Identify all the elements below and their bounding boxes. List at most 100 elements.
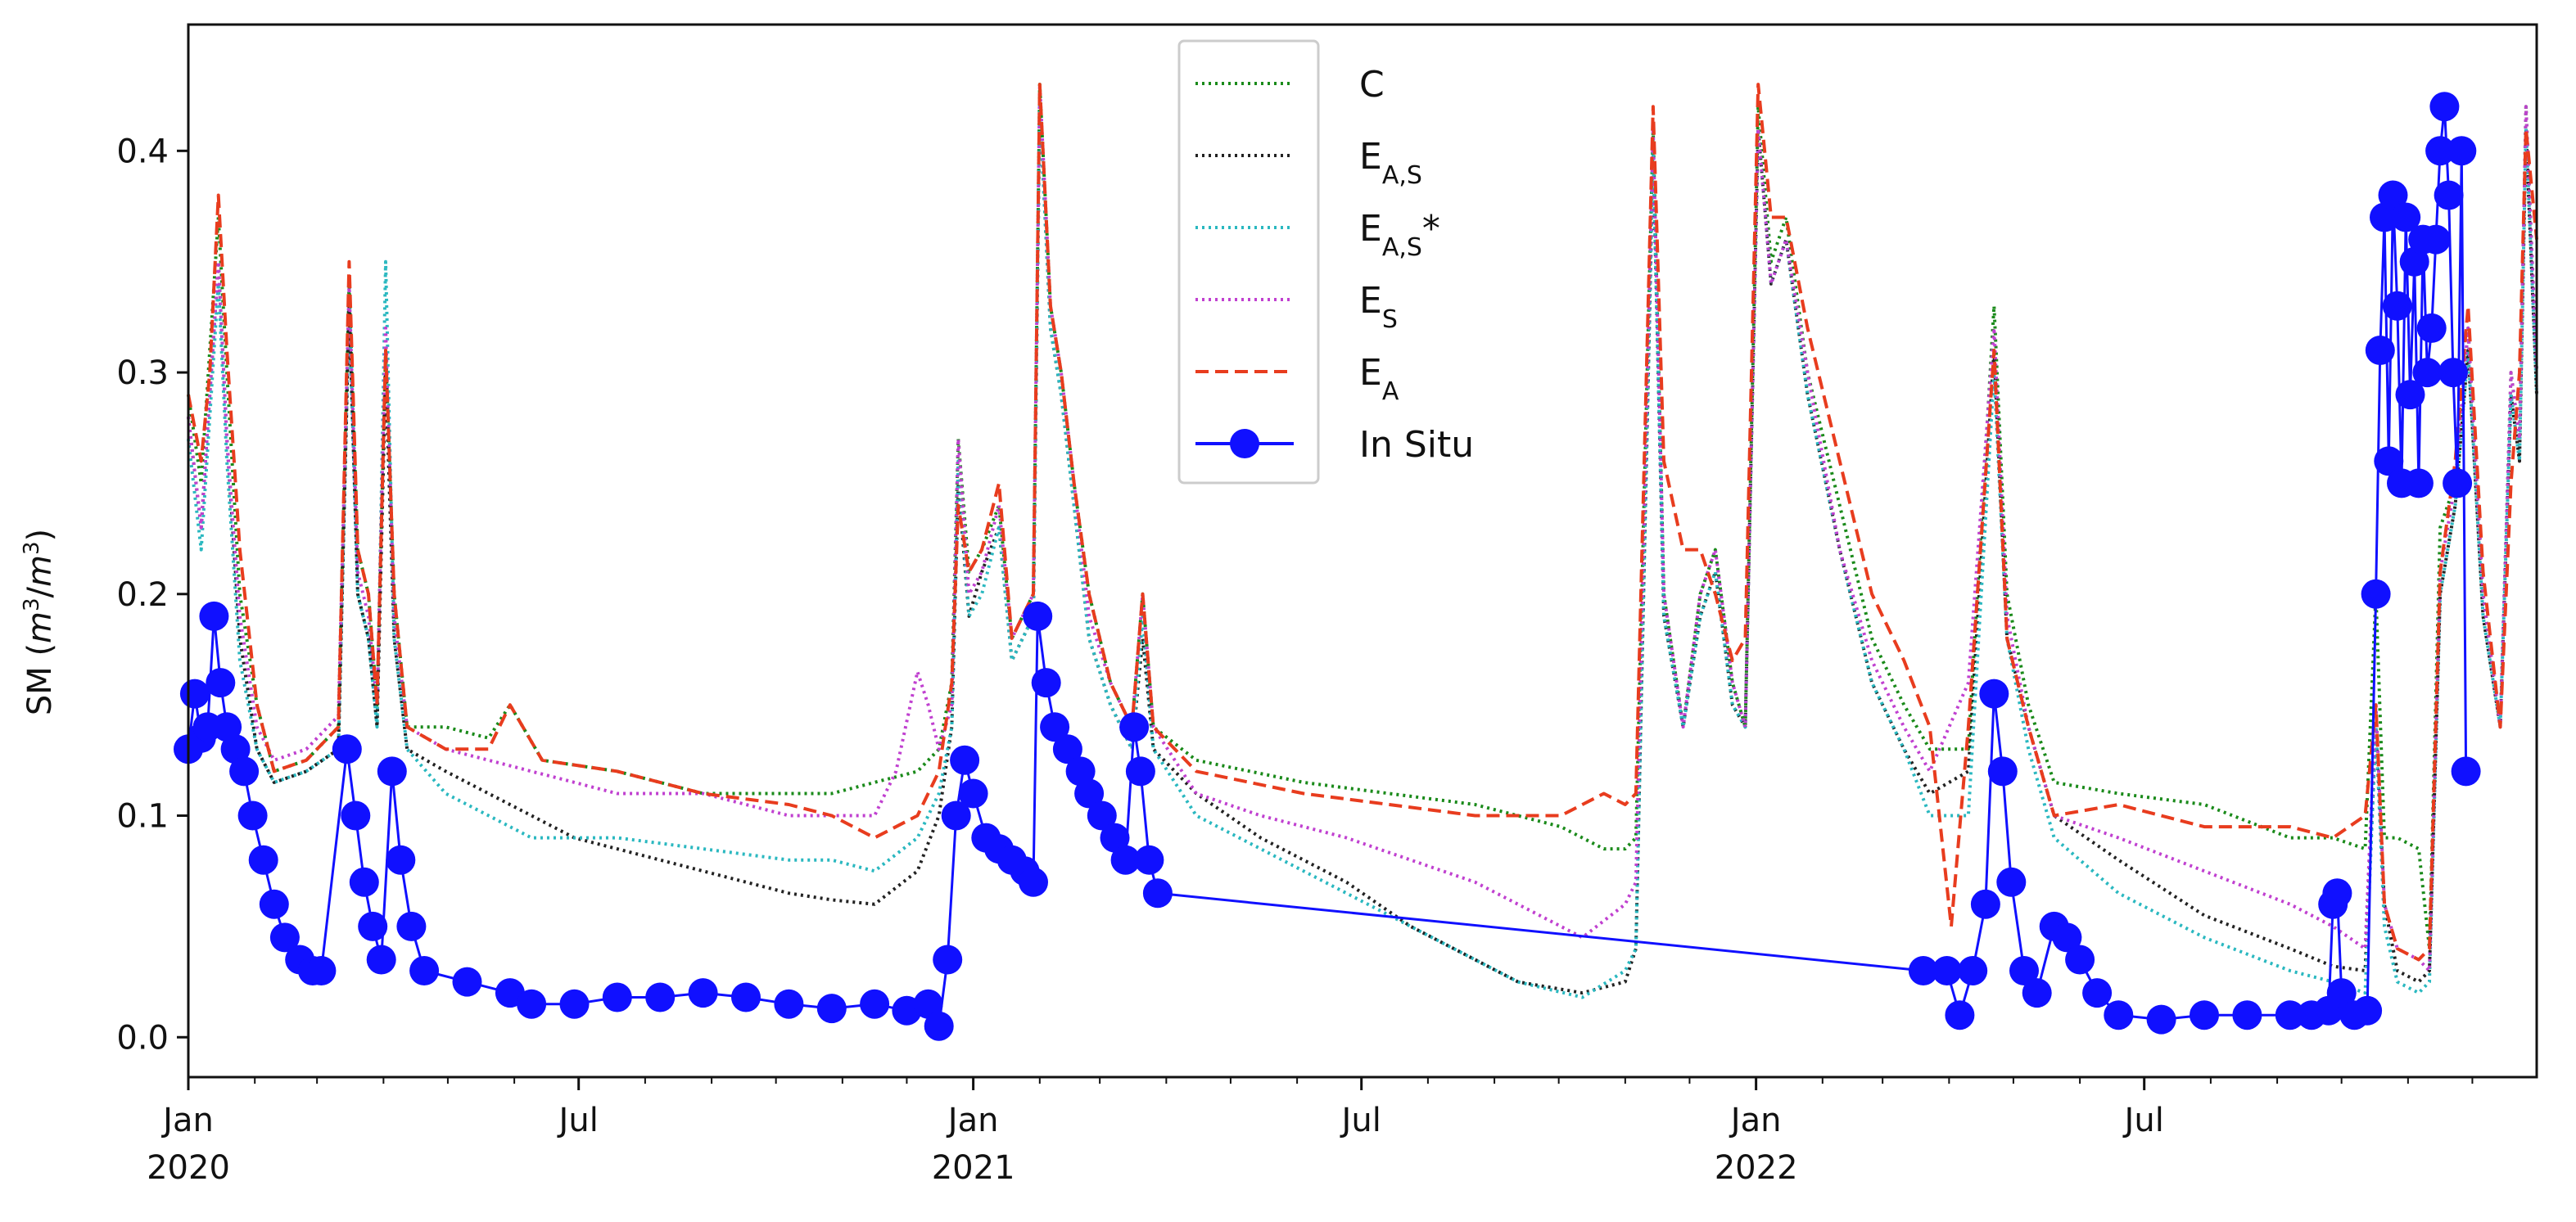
series-line-EASstar	[187, 105, 2538, 999]
insitu-marker	[645, 982, 676, 1012]
insitu-marker	[1052, 734, 1082, 764]
insitu-marker	[2365, 336, 2395, 365]
insitu-marker	[349, 867, 379, 897]
insitu-marker	[220, 734, 251, 764]
insitu-marker	[2438, 358, 2468, 388]
legend-label-EASstar: EA,S*	[1359, 208, 1440, 262]
insitu-marker	[269, 922, 300, 953]
insitu-marker	[2382, 291, 2412, 321]
insitu-marker	[2022, 978, 2052, 1008]
legend-frame	[1177, 39, 1320, 485]
insitu-marker	[1142, 878, 1173, 909]
y-axis: 0.0 0.1 0.2 0.3 0.4	[116, 133, 188, 1057]
insitu-marker	[341, 800, 371, 831]
insitu-marker	[396, 911, 427, 941]
insitu-marker	[941, 800, 971, 831]
insitu-marker	[409, 956, 440, 985]
insitu-marker	[1019, 867, 1048, 897]
insitu-marker	[2370, 202, 2399, 232]
insitu-marker	[1970, 889, 2000, 919]
insitu-marker	[2399, 246, 2429, 277]
insitu-marker	[2352, 995, 2383, 1026]
insitu-marker	[1110, 845, 1141, 875]
insitu-marker	[248, 845, 278, 875]
x-tick-year-label: 2022	[1715, 1149, 1798, 1187]
insitu-marker	[517, 989, 547, 1019]
x-tick-year-label: 2020	[147, 1149, 230, 1187]
insitu-marker	[816, 994, 847, 1024]
insitu-marker	[199, 601, 229, 631]
x-tick-label: Jan	[1729, 1102, 1782, 1139]
x-tick-label: Jul	[557, 1102, 599, 1139]
insitu-marker	[2146, 1004, 2176, 1035]
x-tick-year-label: 2021	[932, 1149, 1015, 1187]
series-line-EA	[187, 83, 2538, 962]
insitu-marker	[2447, 136, 2477, 166]
insitu-marker	[913, 989, 943, 1019]
insitu-marker	[452, 967, 482, 997]
legend-entry-C: C	[1195, 64, 1385, 106]
insitu-marker	[688, 978, 718, 1008]
insitu-marker	[2451, 756, 2481, 787]
x-tick-label: Jul	[1340, 1102, 1381, 1139]
insitu-marker	[2052, 922, 2082, 953]
insitu-marker	[1023, 601, 1053, 631]
x-tick-label: Jan	[946, 1102, 999, 1139]
insitu-marker	[958, 778, 988, 809]
insitu-marker	[229, 756, 260, 787]
legend-label-insitu: In Situ	[1359, 424, 1474, 466]
legend-entry-EASstar: EA,S*	[1195, 208, 1440, 262]
insitu-marker	[933, 945, 963, 975]
insitu-marker	[2232, 1000, 2262, 1030]
y-axis-label: SM (m3/m3)	[20, 529, 59, 715]
legend-entry-EAS: EA,S	[1195, 136, 1422, 190]
series-insitu	[174, 92, 2481, 1041]
series-EAS	[187, 105, 2538, 995]
x-tick-label: Jan	[160, 1102, 214, 1139]
insitu-marker	[2104, 1000, 2134, 1030]
insitu-marker	[2395, 380, 2425, 410]
x-axis: Jan 2020 Jul Jan 2021 Jul Jan 2022 Jul	[147, 1077, 2474, 1187]
insitu-marker	[259, 889, 289, 919]
legend-label-C: C	[1359, 64, 1385, 106]
insitu-marker	[366, 945, 396, 975]
insitu-marker	[1119, 712, 1150, 742]
insitu-marker	[358, 911, 388, 941]
legend-marker-insitu	[1230, 429, 1259, 458]
insitu-marker	[1031, 668, 1061, 698]
insitu-marker	[206, 668, 236, 698]
insitu-marker	[1125, 756, 1155, 787]
insitu-marker	[2425, 136, 2456, 166]
insitu-marker	[1979, 679, 2009, 709]
insitu-marker	[386, 845, 416, 875]
insitu-marker	[2322, 878, 2352, 909]
insitu-marker	[2412, 358, 2443, 388]
y-tick-label: 0.3	[116, 354, 169, 392]
insitu-marker	[2275, 1000, 2305, 1030]
series-ES	[187, 83, 2538, 972]
y-tick-label: 0.0	[116, 1019, 169, 1057]
insitu-marker	[2420, 224, 2451, 255]
insitu-marker	[1074, 778, 1105, 809]
insitu-marker	[774, 989, 804, 1019]
legend-label-EAS: EA,S	[1359, 136, 1422, 190]
insitu-marker	[306, 956, 337, 985]
legend-entry-insitu: In Situ	[1195, 424, 1474, 466]
insitu-marker	[2326, 978, 2357, 1008]
legend: C EA,S EA,S* ES EA In Situ	[1177, 39, 1474, 485]
y-tick-label: 0.1	[116, 798, 169, 836]
insitu-marker	[1932, 956, 1962, 985]
legend-label-ES: ES	[1359, 280, 1398, 334]
insitu-marker	[2434, 180, 2464, 210]
insitu-marker	[1134, 845, 1164, 875]
insitu-marker	[1087, 800, 1117, 831]
insitu-marker	[2009, 956, 2039, 985]
insitu-marker	[237, 800, 268, 831]
legend-entry-EA: EA	[1195, 352, 1399, 406]
insitu-marker	[950, 745, 980, 775]
series-EASstar	[187, 105, 2538, 999]
insitu-marker	[377, 756, 407, 787]
insitu-marker	[2082, 978, 2113, 1008]
insitu-marker	[2065, 945, 2095, 975]
